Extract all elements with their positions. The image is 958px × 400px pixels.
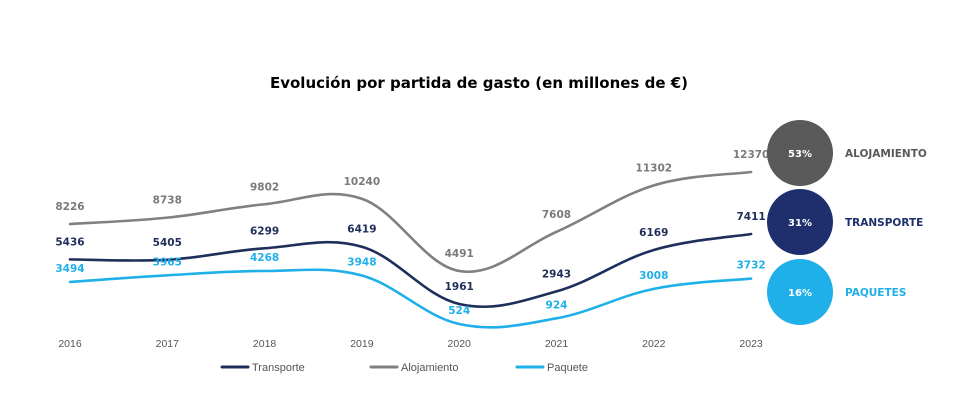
share-badge-label-alojamiento: ALOJAMIENTO [845,148,927,160]
chart-title: Evolución por partida de gasto (en millo… [269,74,689,92]
x-tick-label-2018: 2018 [253,338,277,350]
x-tick-label-2022: 2022 [642,338,666,350]
x-tick-label-2016: 2016 [58,338,82,350]
share-badge-value-paquetes: 16% [788,288,812,299]
data-label-paquete-2022: 3008 [639,270,668,282]
share-badge-label-paquetes: PAQUETES [845,287,906,299]
x-tick-label-2021: 2021 [545,338,569,350]
data-label-paquete-2019: 3948 [347,257,376,269]
share-badge-paquetes [767,259,833,325]
share-badge-value-transporte: 31% [788,218,812,229]
data-label-paquete-2017: 3965 [153,256,182,268]
series-line-paquete [68,268,753,329]
share-badge-alojamiento [767,120,833,186]
series-line-alojamiento [68,170,753,274]
data-label-alojamiento-2022: 11302 [636,162,673,174]
data-label-transporte-2023: 7411 [736,211,765,223]
data-label-alojamiento-2023: 12370 [733,149,770,161]
data-label-transporte-2021: 2943 [542,268,571,280]
legend-label-paquete: Paquete [547,362,588,374]
data-label-transporte-2019: 6419 [347,224,376,236]
share-badge-label-transporte: TRANSPORTE [845,217,923,229]
data-label-paquete-2016: 3494 [55,263,84,275]
data-label-transporte-2018: 6299 [250,225,279,237]
x-tick-label-2020: 2020 [448,338,472,350]
data-label-paquete-2023: 3732 [736,260,765,272]
data-label-alojamiento-2020: 4491 [445,248,474,260]
share-badge-value-alojamiento: 53% [788,149,812,160]
data-label-transporte-2022: 6169 [639,227,668,239]
series-line-transporte [68,232,753,309]
data-label-paquete-2021: 924 [546,299,568,311]
data-label-transporte-2020: 1961 [445,281,474,293]
legend-label-alojamiento: Alojamiento [401,362,458,374]
data-label-alojamiento-2017: 8738 [153,195,182,207]
data-label-transporte-2016: 5436 [55,236,84,248]
x-tick-label-2023: 2023 [739,338,763,350]
data-label-paquete-2020: 524 [448,305,470,317]
data-label-alojamiento-2018: 9802 [250,181,279,193]
legend-label-transporte: Transporte [252,362,305,374]
share-badge-transporte [767,189,833,255]
data-label-alojamiento-2016: 8226 [55,201,84,213]
data-label-alojamiento-2021: 7608 [542,209,571,221]
data-label-transporte-2017: 5405 [153,237,182,249]
data-label-paquete-2018: 4268 [250,252,279,264]
x-tick-label-2019: 2019 [350,338,374,350]
x-tick-label-2017: 2017 [156,338,180,350]
data-label-alojamiento-2019: 10240 [344,176,381,188]
